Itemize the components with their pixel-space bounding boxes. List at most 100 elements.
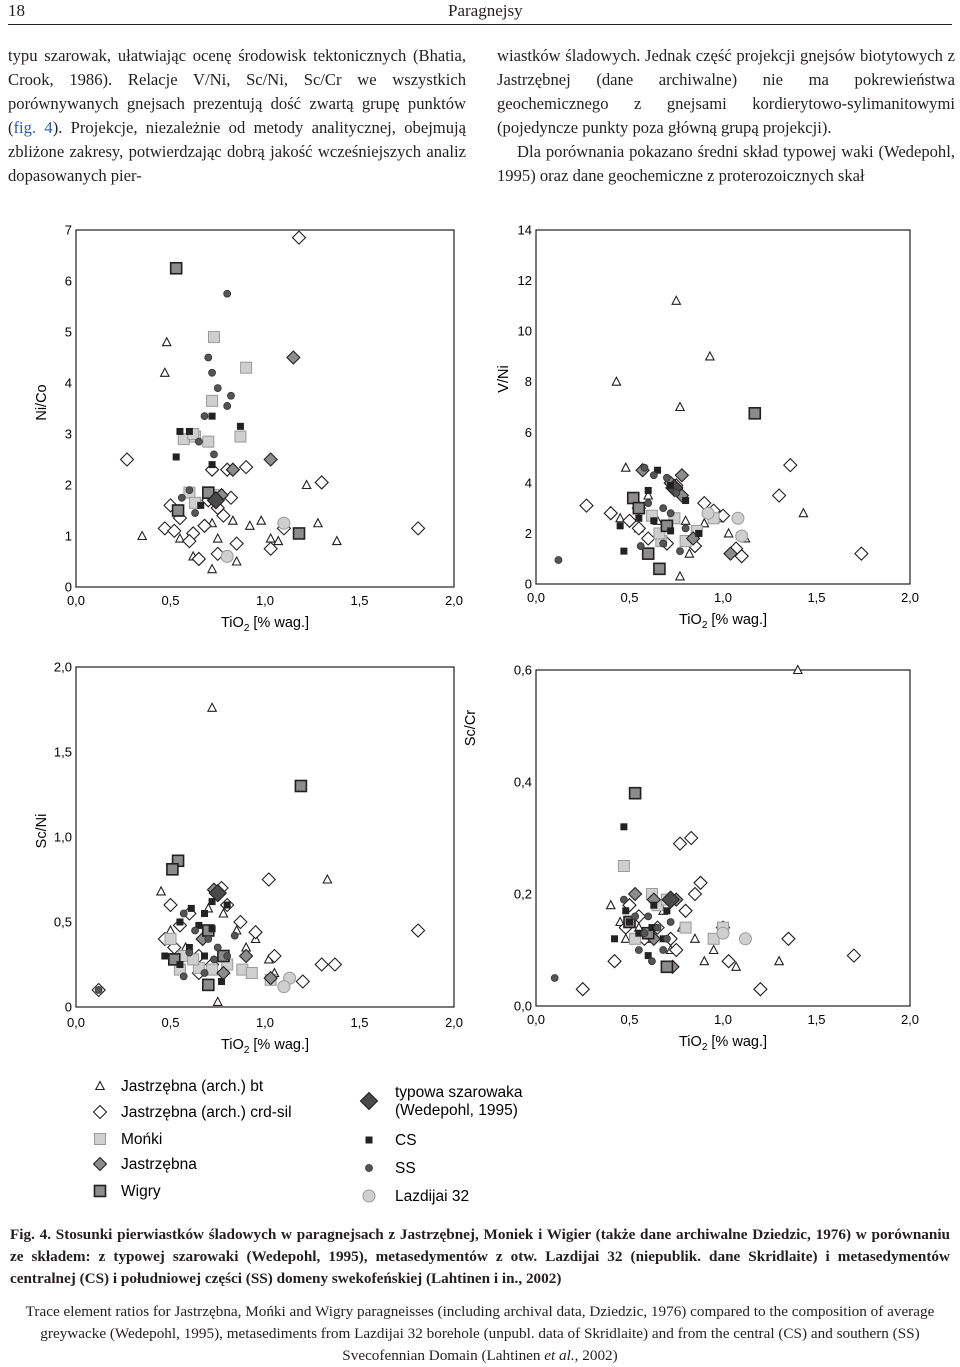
legend-symbol [93, 1184, 107, 1198]
data-point [167, 523, 182, 539]
caption-text: Stosunki pierwiastków śladowych w paragn… [10, 1226, 950, 1287]
plot-frame [535, 229, 911, 585]
data-point [699, 517, 710, 528]
data-point [550, 974, 559, 982]
x-tick-label: 0,5 [161, 1015, 179, 1030]
data-point [227, 515, 238, 525]
data-point [636, 542, 645, 550]
x-tick-label: 1,5 [350, 1015, 368, 1030]
y-tick-label: 7 [65, 223, 72, 238]
data-point [292, 527, 306, 540]
x-tick-label: 1,0 [256, 593, 274, 608]
data-point [663, 907, 671, 915]
x-tick-label: 1,0 [256, 1015, 274, 1030]
data-point [218, 907, 229, 918]
data-point [263, 452, 278, 467]
data-point [206, 963, 219, 976]
x-axis-label: TiO2 [% wag.] [679, 1034, 767, 1053]
data-point [220, 549, 234, 563]
data-point [781, 931, 796, 947]
data-point [273, 535, 284, 546]
text-segment: typu szarowak, ułatwiając ocenę środowis… [8, 46, 466, 137]
data-point [631, 521, 647, 536]
figure-caption-polish: Fig. 4. Stosunki pierwiastków śladowych … [10, 1224, 950, 1290]
data-point [672, 836, 688, 851]
data-point [187, 953, 200, 966]
data-point [653, 562, 666, 576]
data-point [410, 923, 426, 938]
data-point [176, 427, 184, 435]
data-point [187, 904, 195, 912]
data-point [721, 953, 736, 969]
data-point [640, 531, 656, 546]
data-point [672, 489, 681, 497]
data-point [137, 530, 148, 541]
y-axis-label: V/Ni [496, 365, 512, 392]
y-tick-label: 0 [65, 580, 72, 595]
data-point [200, 969, 209, 977]
data-point [174, 532, 186, 543]
data-point [631, 912, 640, 921]
data-point [648, 957, 656, 966]
data-point [731, 511, 745, 525]
data-point [663, 473, 671, 482]
data-point [327, 957, 343, 972]
legend-label: Jastrzębna [121, 1156, 197, 1173]
data-point [208, 461, 216, 469]
text-column-left: typu szarowak, ułatwiając ocenę środowis… [8, 44, 466, 188]
data-point [627, 886, 643, 902]
data-point [204, 353, 213, 362]
data-point [176, 918, 184, 926]
y-tick-label: 4 [65, 376, 72, 391]
data-point [649, 471, 658, 480]
data-point [644, 912, 653, 921]
y-tick-label: 0,6 [514, 663, 532, 678]
running-title: Paragnejsy [448, 1, 523, 20]
x-tick-label: 1,5 [807, 590, 825, 605]
data-point [616, 522, 624, 530]
figure-caption-english: Trace element ratios for Jastrzębna, Moń… [10, 1301, 950, 1367]
data-point [632, 501, 646, 515]
data-point [671, 295, 682, 305]
caption-italic: et al. [544, 1347, 575, 1364]
data-point [236, 422, 244, 430]
data-point [322, 873, 333, 884]
legend-label: Mońki [121, 1131, 162, 1148]
data-point [223, 402, 232, 410]
data-point [119, 452, 135, 467]
data-point [233, 914, 248, 930]
legend: Jastrzębna (arch.) bt Jastrzębna (arch.) … [92, 1078, 523, 1205]
data-point [314, 475, 329, 490]
data-point [201, 952, 209, 960]
y-tick-label: 2,0 [54, 660, 72, 675]
data-point [167, 953, 181, 966]
legend-label: (Wedepohl, 1995) [395, 1102, 518, 1119]
data-point [265, 532, 276, 543]
data-point [185, 944, 193, 951]
y-tick-label: 1 [65, 529, 72, 544]
data-point [603, 505, 619, 521]
data-point [683, 830, 699, 846]
x-tick-label: 0,5 [161, 593, 179, 608]
legend-label: Lazdijai 32 [395, 1188, 469, 1205]
data-point [707, 932, 720, 945]
y-tick-label: 0,2 [514, 887, 532, 902]
data-point [185, 427, 193, 435]
x-tick-label: 2,0 [901, 1012, 919, 1027]
x-tick-label: 0,0 [67, 593, 85, 608]
x-axis-label: TiO2 [% wag.] [679, 612, 767, 631]
y-tick-label: 0,5 [54, 915, 72, 930]
data-point [206, 491, 226, 510]
data-point [163, 897, 178, 913]
legend-symbol [365, 1136, 373, 1144]
plot-frame [75, 666, 455, 1008]
data-point [244, 520, 255, 530]
data-point [227, 391, 235, 400]
figure-link[interactable]: fig. 4 [13, 118, 53, 137]
data-point [554, 556, 563, 564]
data-point [171, 504, 185, 517]
data-point [695, 529, 703, 537]
scatter-plot-1: 0 1 2 3 4 5 6 7 0,0 0,5 1,0 1,5 2,0 TiO2 [% wag.] Ni/C… [34, 223, 463, 635]
data-point [194, 437, 203, 446]
plot-frame [75, 229, 455, 588]
